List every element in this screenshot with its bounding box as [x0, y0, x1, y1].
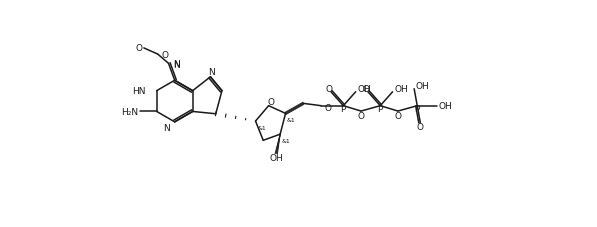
Text: HN: HN [133, 87, 146, 96]
Text: P: P [414, 105, 420, 114]
Text: H₂N: H₂N [121, 107, 138, 116]
Text: &1: &1 [287, 118, 296, 123]
Text: P: P [341, 105, 346, 114]
Text: O: O [326, 85, 333, 94]
Text: OH: OH [394, 85, 408, 94]
Text: &1: &1 [258, 126, 267, 131]
Text: OH: OH [416, 82, 429, 91]
Text: O: O [363, 85, 370, 94]
Text: O: O [267, 98, 275, 107]
Text: OH: OH [439, 102, 453, 111]
Text: O: O [358, 112, 365, 121]
Text: N: N [164, 123, 170, 132]
Text: &1: &1 [282, 138, 291, 143]
Text: O: O [395, 112, 401, 121]
Text: O: O [417, 122, 424, 131]
Text: OH: OH [269, 153, 283, 162]
Text: OH: OH [357, 85, 371, 94]
Text: N: N [208, 68, 214, 76]
Text: N: N [173, 60, 180, 69]
Text: O: O [324, 103, 331, 112]
Text: O: O [136, 44, 142, 53]
Text: O: O [162, 51, 168, 60]
Text: N: N [173, 59, 180, 69]
Text: P: P [377, 105, 383, 114]
